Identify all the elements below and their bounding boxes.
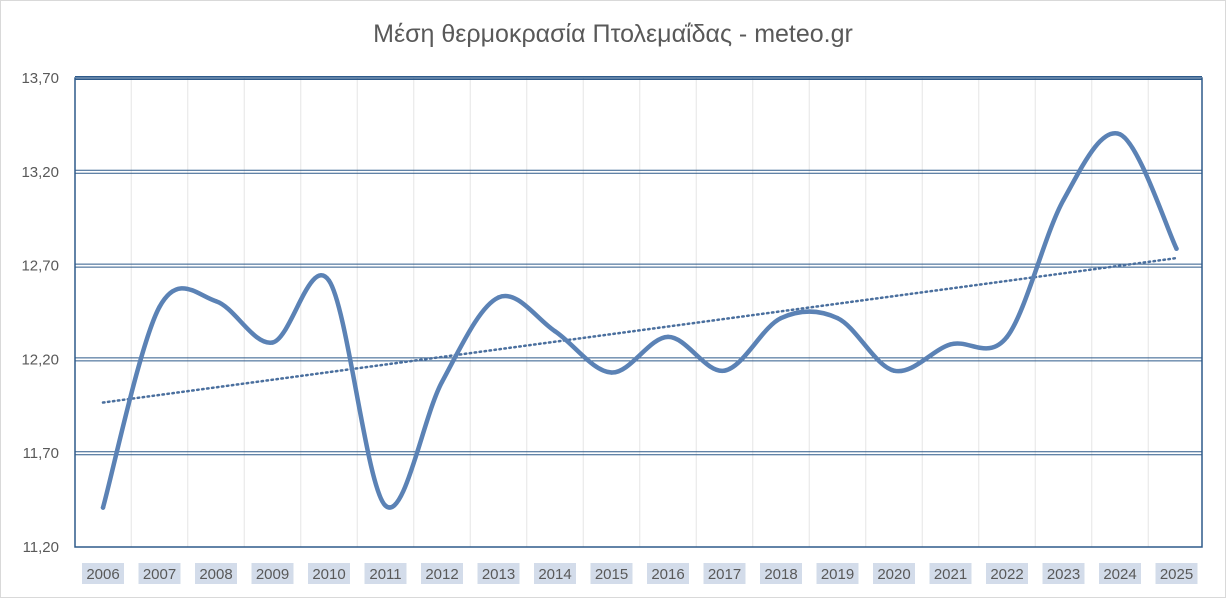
- x-tick-label: 2007: [143, 566, 176, 583]
- x-tick-label-background: [760, 563, 802, 584]
- chart-title: Μέση θερμοκρασία Πτολεμαΐδας - meteo.gr: [373, 20, 853, 48]
- x-tick-label-background: [308, 563, 350, 584]
- x-tick-label: 2022: [990, 566, 1023, 583]
- x-tick-label: 2010: [312, 566, 345, 583]
- x-tick-label: 2021: [934, 566, 967, 583]
- data-point: [1117, 132, 1123, 137]
- y-axis: 11,20 11,70 12,20 12,70 13,20 13,70: [21, 70, 59, 556]
- x-tick-label-background: [1042, 563, 1085, 584]
- vertical-gridlines: [130, 78, 1149, 547]
- data-point: [835, 315, 840, 321]
- trendline: [101, 256, 1178, 404]
- data-point: [383, 503, 388, 508]
- x-tick-label: 2006: [86, 566, 119, 583]
- data-point: [778, 315, 784, 321]
- x-tick-label: 2013: [482, 566, 515, 583]
- x-tick-label-background: [816, 563, 859, 584]
- x-tick-label-background: [647, 563, 689, 584]
- x-tick-label: 2016: [651, 566, 684, 583]
- x-tick-label-background: [251, 563, 294, 584]
- x-tick-label-background: [590, 563, 633, 584]
- x-tick-label: 2011: [369, 566, 401, 583]
- y-tick-label: 11,70: [23, 445, 59, 462]
- x-tick-label-background: [929, 563, 972, 584]
- y-tick-label: 12,70: [21, 258, 59, 275]
- plot-area-border: [74, 77, 1203, 548]
- data-point: [609, 370, 614, 375]
- x-tick-label-background: [1155, 563, 1198, 584]
- x-tick-label: 2024: [1103, 566, 1136, 583]
- x-tick-label: 2019: [821, 566, 854, 583]
- x-tick-label: 2014: [538, 566, 571, 583]
- x-tick-label-background: [138, 563, 181, 584]
- x-tick-label-background: [703, 563, 746, 584]
- x-tick-label: 2012: [425, 566, 458, 583]
- data-point: [100, 505, 106, 510]
- x-tick-label: 2015: [595, 566, 628, 583]
- x-tick-label: 2017: [708, 566, 741, 583]
- y-tick-label: 12,20: [21, 351, 59, 368]
- data-point: [213, 299, 219, 304]
- data-point: [1061, 197, 1066, 203]
- data-point: [496, 295, 501, 300]
- data-point: [270, 340, 275, 345]
- x-tick-label: 2023: [1047, 566, 1080, 583]
- x-tick-label-background: [195, 563, 237, 584]
- x-tick-label-background: [873, 563, 915, 584]
- data-point: [1004, 334, 1010, 340]
- data-point: [665, 334, 671, 340]
- x-tick-label: 2018: [764, 566, 797, 583]
- x-tick-label-background: [477, 563, 520, 584]
- series-layer: [100, 131, 1179, 510]
- y-tick-label: 13,70: [21, 70, 59, 87]
- data-point: [891, 368, 897, 373]
- data-point: [439, 379, 445, 385]
- x-tick-label-background: [1099, 563, 1141, 584]
- x-tick-label-background: [421, 563, 463, 584]
- data-point: [157, 304, 162, 310]
- trendline-layer: [101, 256, 1178, 404]
- x-tick-label: 2008: [199, 566, 232, 583]
- data-point: [1174, 246, 1179, 251]
- x-tick-label: 2020: [877, 566, 910, 583]
- y-tick-label: 11,20: [23, 539, 59, 556]
- y-tick-label: 13,20: [21, 164, 59, 181]
- x-tick-label-background: [364, 563, 407, 584]
- x-axis: 2006 2007 2008 2009 2010 2011 2012 2013 2014 2015…: [82, 563, 1198, 584]
- data-point: [948, 342, 953, 347]
- data-point: [722, 368, 727, 373]
- x-tick-label: 2025: [1160, 566, 1193, 583]
- x-tick-label: 2009: [256, 566, 289, 583]
- data-point: [552, 329, 558, 334]
- data-point: [326, 278, 332, 283]
- x-tick-label-background: [986, 563, 1028, 584]
- x-tick-label-background: [82, 563, 124, 584]
- x-tick-label-background: [534, 563, 576, 584]
